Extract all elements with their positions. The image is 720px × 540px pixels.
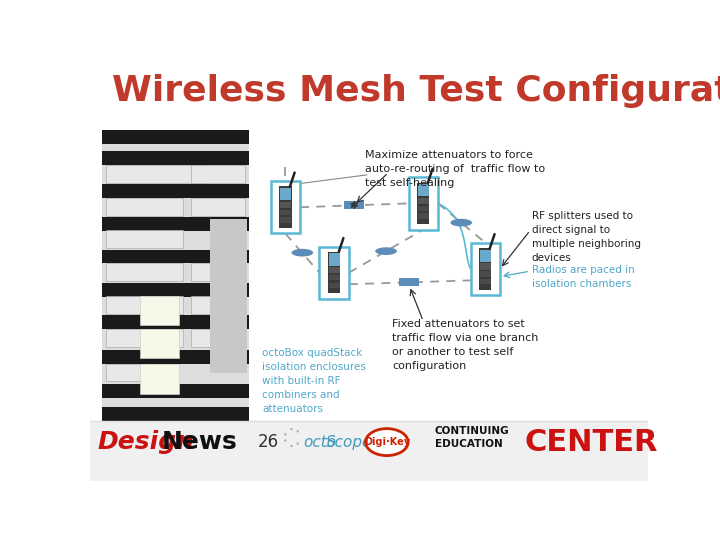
Bar bbox=[329, 267, 340, 273]
Text: Design: Design bbox=[98, 430, 194, 454]
Bar bbox=[480, 264, 490, 269]
Ellipse shape bbox=[290, 445, 292, 447]
Bar bbox=[191, 296, 233, 314]
Text: Maximize attenuators to force
auto-re-routing of  traffic flow to
test self-heal: Maximize attenuators to force auto-re-ro… bbox=[365, 150, 545, 187]
Ellipse shape bbox=[284, 433, 287, 436]
Bar bbox=[329, 253, 340, 266]
Bar bbox=[140, 363, 179, 394]
Text: Scope: Scope bbox=[326, 435, 373, 450]
Bar bbox=[191, 329, 233, 347]
Text: octoBox quadStack
isolation enclosures
with built-in RF
combiners and
attenuator: octoBox quadStack isolation enclosures w… bbox=[262, 348, 366, 414]
Text: News: News bbox=[161, 430, 237, 454]
Ellipse shape bbox=[297, 442, 299, 445]
Bar bbox=[480, 271, 490, 276]
Bar bbox=[480, 279, 490, 284]
Bar bbox=[329, 275, 340, 280]
Bar bbox=[102, 408, 249, 421]
Text: Radios are paced in
isolation chambers: Radios are paced in isolation chambers bbox=[532, 265, 634, 289]
Text: CONTINUING
EDUCATION: CONTINUING EDUCATION bbox=[435, 426, 510, 449]
Bar bbox=[417, 183, 429, 224]
Bar bbox=[191, 198, 245, 215]
Text: octo: octo bbox=[303, 435, 336, 450]
Bar bbox=[320, 247, 349, 299]
Bar bbox=[102, 217, 249, 231]
Bar bbox=[471, 242, 500, 295]
Bar bbox=[280, 202, 291, 208]
Text: Digi·Key: Digi·Key bbox=[364, 437, 410, 447]
Bar bbox=[479, 248, 492, 289]
Bar bbox=[102, 249, 249, 264]
Bar bbox=[408, 177, 438, 230]
Bar bbox=[191, 264, 245, 281]
Bar bbox=[480, 249, 490, 262]
Bar bbox=[106, 329, 183, 347]
Bar bbox=[210, 219, 248, 373]
Bar bbox=[102, 283, 249, 296]
Bar bbox=[106, 264, 183, 281]
Ellipse shape bbox=[375, 247, 397, 255]
Bar bbox=[140, 296, 179, 325]
Bar bbox=[102, 130, 249, 415]
Bar bbox=[102, 384, 249, 398]
Text: 26: 26 bbox=[258, 433, 279, 451]
Ellipse shape bbox=[284, 440, 287, 442]
Text: RF splitters used to
direct signal to
multiple neighboring
devices: RF splitters used to direct signal to mu… bbox=[532, 211, 641, 263]
Bar bbox=[191, 165, 245, 183]
Bar bbox=[328, 252, 341, 294]
Bar bbox=[418, 184, 428, 197]
Bar bbox=[102, 350, 249, 363]
Bar bbox=[106, 198, 183, 215]
Bar bbox=[102, 130, 249, 144]
Bar bbox=[90, 421, 648, 481]
Ellipse shape bbox=[297, 430, 299, 433]
Bar bbox=[279, 186, 292, 228]
Bar bbox=[329, 283, 340, 288]
Bar bbox=[418, 213, 428, 219]
Bar bbox=[106, 296, 183, 314]
Bar bbox=[106, 165, 206, 183]
Bar bbox=[280, 210, 291, 215]
Bar bbox=[102, 151, 249, 165]
Ellipse shape bbox=[292, 249, 313, 256]
Bar bbox=[102, 184, 249, 198]
Bar bbox=[399, 278, 419, 286]
Text: Fixed attenuators to set
traffic flow via one branch
or another to test self
con: Fixed attenuators to set traffic flow vi… bbox=[392, 319, 539, 371]
Bar bbox=[271, 181, 300, 233]
Ellipse shape bbox=[366, 429, 408, 456]
Ellipse shape bbox=[290, 428, 292, 430]
Bar bbox=[418, 206, 428, 211]
Bar bbox=[106, 363, 148, 381]
Bar bbox=[344, 201, 364, 209]
Text: CENTER: CENTER bbox=[524, 428, 657, 457]
Bar bbox=[418, 198, 428, 204]
Bar bbox=[280, 217, 291, 222]
Bar bbox=[106, 231, 183, 248]
Bar bbox=[102, 315, 249, 329]
Bar bbox=[140, 329, 179, 358]
Ellipse shape bbox=[451, 219, 472, 226]
Bar bbox=[280, 188, 291, 200]
Text: Wireless Mesh Test Configuration: Wireless Mesh Test Configuration bbox=[112, 74, 720, 108]
